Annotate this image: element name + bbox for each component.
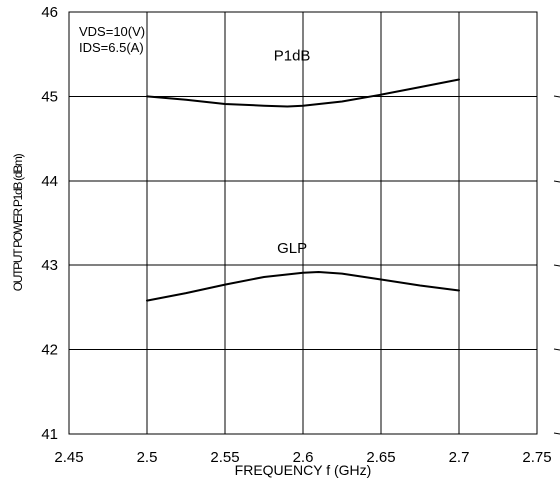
plot-frame — [68, 11, 538, 435]
x-axis-title: FREQUENCY f (GHz) — [235, 462, 372, 478]
y-tick-label: 46 — [41, 4, 58, 21]
x-tick-label: 2.7 — [449, 449, 470, 466]
series-label-glp: GLP — [277, 240, 307, 257]
x-tick-labels: 2.45 2.5 2.55 2.6 2.65 2.7 2.75 — [54, 449, 551, 466]
series-labels: P1dB GLP — [274, 48, 311, 257]
right-edge-ticks — [553, 95, 560, 435]
series-line-glp — [146, 271, 460, 302]
y-tick-label: 41 — [41, 426, 58, 443]
condition-vds: VDS=10(V) — [79, 24, 145, 39]
y-tick-label: 42 — [41, 342, 58, 359]
series-line-p1db — [146, 78, 460, 108]
x-tick-label: 2.65 — [366, 449, 395, 466]
series-label-p1db: P1dB — [274, 48, 311, 65]
y-tick-label: 45 — [41, 88, 58, 105]
y-tick-labels: 41 42 43 44 45 46 — [41, 4, 58, 443]
x-tick-label: 2.6 — [293, 449, 314, 466]
grid — [69, 12, 537, 434]
y-tick-label: 44 — [41, 173, 58, 190]
series-lines — [146, 78, 460, 302]
x-tick-label: 2.45 — [54, 449, 83, 466]
y-tick-label: 43 — [41, 257, 58, 274]
condition-ids: IDS=6.5(A) — [79, 40, 144, 55]
x-tick-label: 2.55 — [210, 449, 239, 466]
y-axis-title: OUTPUT POWER P1dB (dBm) — [11, 153, 25, 291]
x-tick-label: 2.5 — [137, 449, 158, 466]
x-tick-label: 2.75 — [522, 449, 551, 466]
